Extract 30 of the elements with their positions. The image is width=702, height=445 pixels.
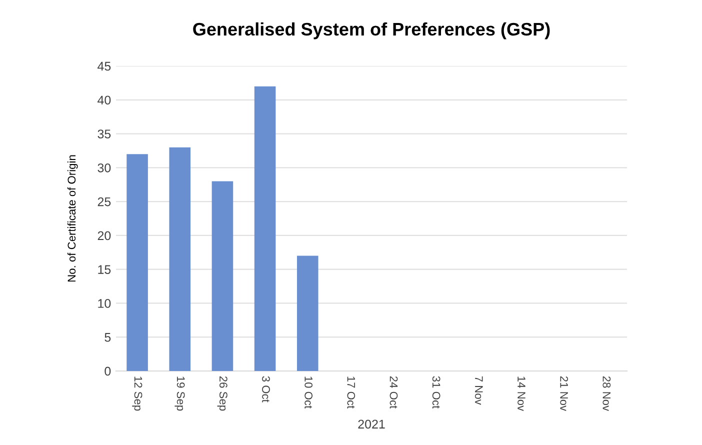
x-tick-label: 17 Oct	[347, 376, 356, 409]
y-tick-label: 15	[98, 265, 111, 274]
chart-title: Generalised System of Preferences (GSP)	[193, 22, 550, 40]
x-tick-label: 12 Sep	[132, 376, 142, 411]
x-tick-label: 7 Nov	[474, 376, 483, 405]
y-axis-title: No. of Certificate of Origin	[67, 155, 78, 282]
y-tick-label: 40	[98, 96, 111, 105]
x-tick-label: 14 Nov	[518, 376, 526, 412]
bar	[254, 86, 276, 371]
bar	[296, 256, 318, 371]
x-axis-title: 2021	[358, 420, 385, 429]
x-tick-label: 31 Oct	[432, 376, 440, 409]
x-tick-label: 21 Nov	[560, 376, 568, 412]
y-tick-label: 45	[98, 62, 111, 71]
x-tick-label: 28 Nov	[602, 376, 611, 412]
x-tick-label: 24 Oct	[390, 376, 398, 409]
x-tick-label: 26 Sep	[217, 376, 228, 411]
x-tick-label: 10 Oct	[304, 376, 313, 409]
y-tick-label: 5	[104, 333, 111, 342]
y-tick-label: 20	[98, 231, 111, 240]
bar	[169, 147, 191, 371]
y-tick-label: 10	[98, 299, 111, 308]
x-tick-label: 3 Oct	[262, 376, 270, 402]
bar	[126, 154, 148, 371]
x-tick-label: 19 Sep	[174, 376, 185, 411]
y-tick-label: 0	[104, 366, 111, 376]
bar	[212, 181, 234, 371]
y-tick-label: 25	[98, 197, 111, 206]
y-tick-label: 30	[98, 163, 111, 172]
y-tick-label: 35	[98, 130, 111, 138]
